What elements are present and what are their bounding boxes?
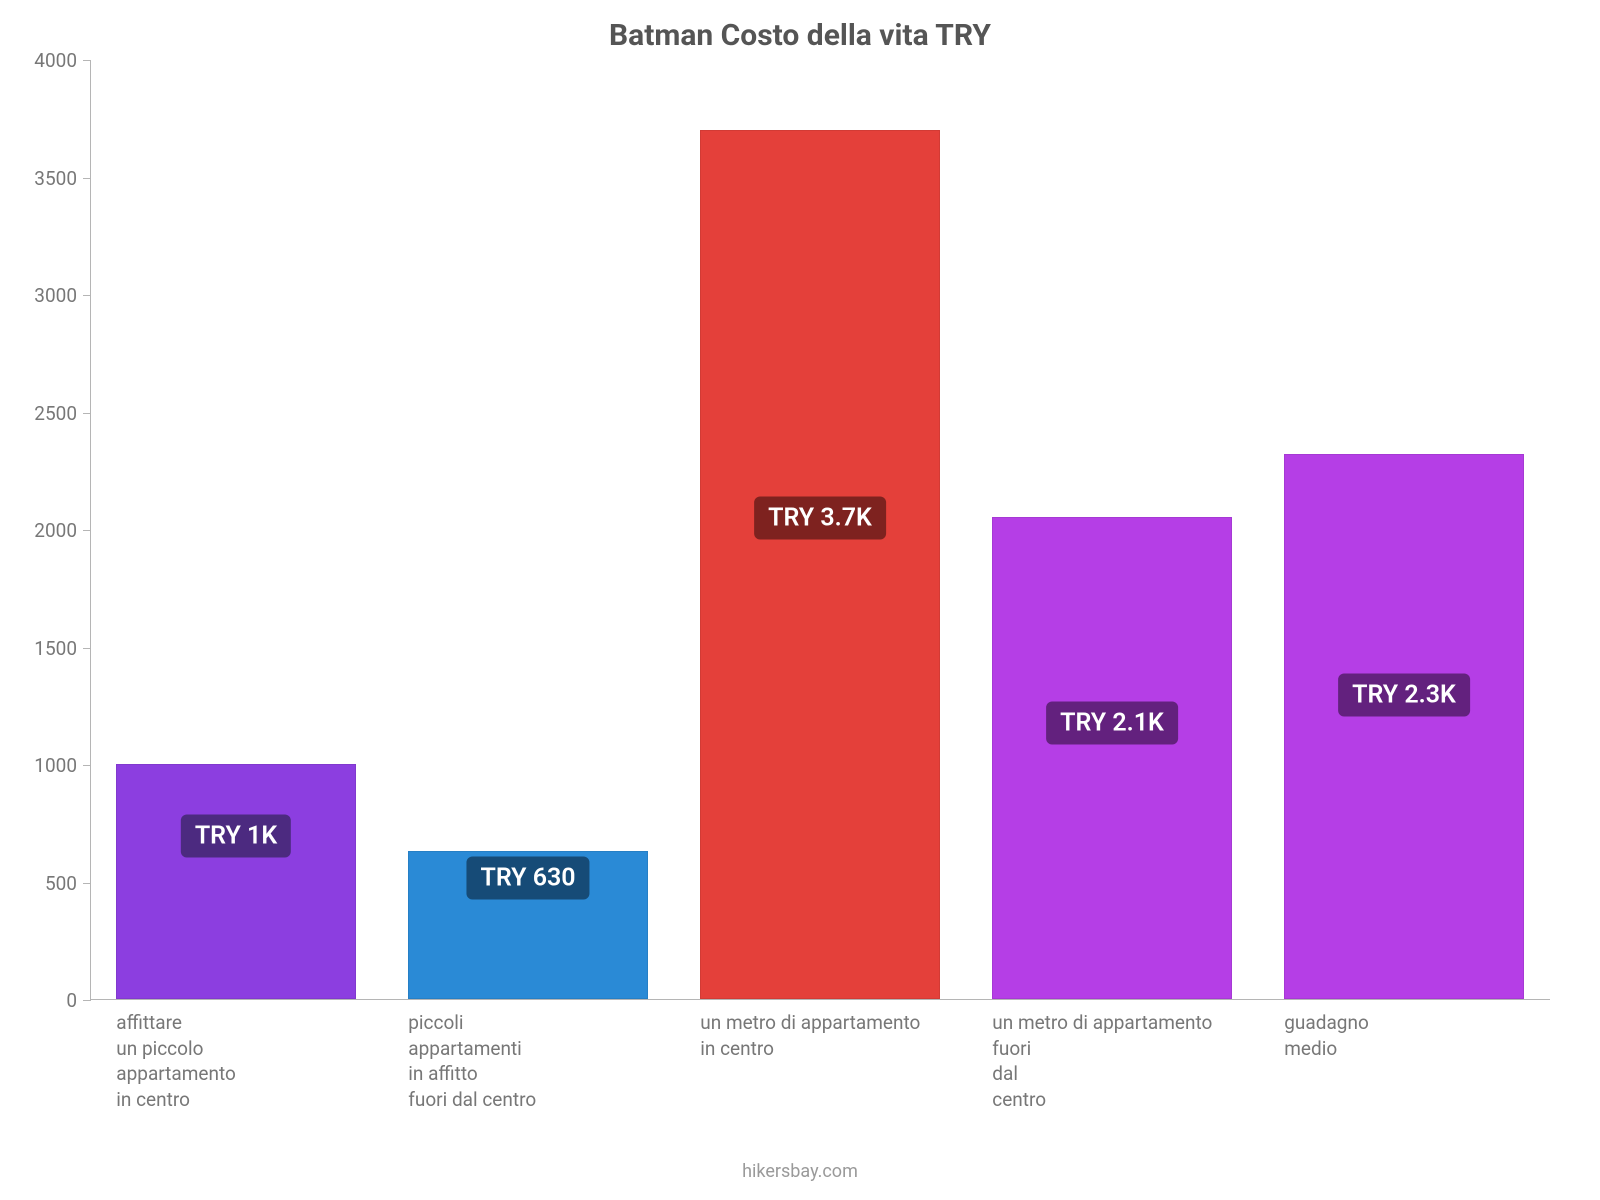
plot-area: 0 500 1000 1500 2000 2500 3000 3500 4000 TRY 1K TR… (90, 60, 1550, 1000)
bar (700, 130, 939, 1000)
bar-value-label: TRY 1K (181, 814, 291, 857)
x-axis-label: piccoli appartamenti in affitto fuori da… (408, 1010, 687, 1113)
bar-value-label: TRY 2.3K (1338, 673, 1470, 716)
y-tick-mark (83, 530, 91, 531)
bar (992, 517, 1231, 999)
bar (116, 764, 355, 999)
y-tick: 2000 (90, 530, 91, 531)
y-tick-mark (83, 295, 91, 296)
y-tick: 1000 (90, 765, 91, 766)
y-tick-mark (83, 1000, 91, 1001)
y-tick: 0 (90, 1000, 91, 1001)
y-tick-label: 500 (45, 872, 77, 895)
attribution-text: hikersbay.com (0, 1161, 1600, 1182)
chart-title: Batman Costo della vita TRY (0, 18, 1600, 53)
x-axis-label: affittare un piccolo appartamento in cen… (116, 1010, 395, 1113)
bar-value-label: TRY 630 (466, 856, 589, 899)
x-axis-label: guadagno medio (1284, 1010, 1563, 1061)
y-tick: 500 (90, 883, 91, 884)
y-tick-label: 1000 (34, 754, 77, 777)
y-tick-mark (83, 413, 91, 414)
y-tick: 2500 (90, 413, 91, 414)
y-tick-label: 0 (66, 989, 77, 1012)
y-tick-mark (83, 883, 91, 884)
y-tick: 3000 (90, 295, 91, 296)
y-tick-mark (83, 60, 91, 61)
y-tick-label: 3500 (34, 167, 77, 190)
bar-value-label: TRY 2.1K (1046, 701, 1178, 744)
y-tick-label: 3000 (34, 284, 77, 307)
x-axis-label: un metro di appartamento fuori dal centr… (992, 1010, 1271, 1113)
y-tick-mark (83, 648, 91, 649)
bar-value-label: TRY 3.7K (754, 497, 886, 540)
x-axis-line (90, 999, 1550, 1000)
x-axis-label: un metro di appartamento in centro (700, 1010, 979, 1061)
y-tick-mark (83, 178, 91, 179)
x-axis-labels: affittare un piccolo appartamento in cen… (90, 1010, 1550, 1160)
cost-of-living-chart: Batman Costo della vita TRY 0 500 1000 1500… (0, 0, 1600, 1200)
y-tick-label: 2000 (34, 519, 77, 542)
y-tick-mark (83, 765, 91, 766)
y-tick-label: 4000 (34, 49, 77, 72)
y-tick-label: 2500 (34, 402, 77, 425)
y-tick: 4000 (90, 60, 91, 61)
bar (1284, 454, 1523, 999)
y-tick: 1500 (90, 648, 91, 649)
y-tick-label: 1500 (34, 637, 77, 660)
y-tick: 3500 (90, 178, 91, 179)
